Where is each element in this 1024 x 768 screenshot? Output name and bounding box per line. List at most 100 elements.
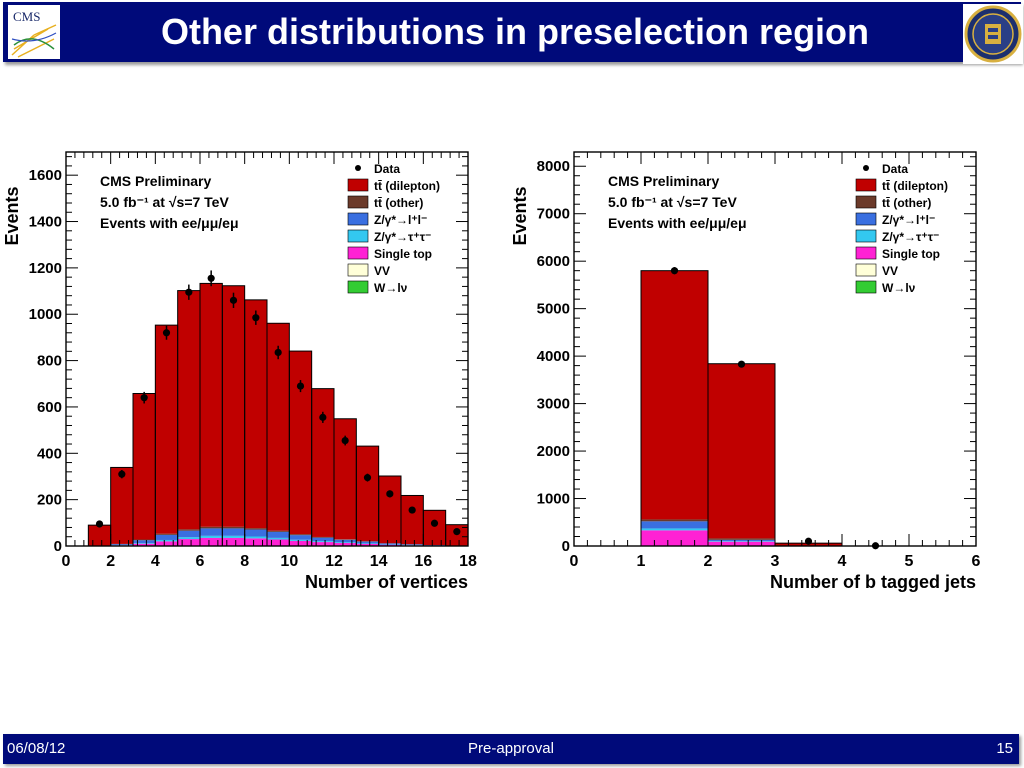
x-tick-label: 12: [325, 553, 343, 570]
bar-segment: [708, 363, 775, 539]
x-tick-label: 10: [280, 553, 298, 570]
bar-segment: [708, 541, 775, 546]
bar-segment: [267, 537, 290, 540]
bar-segment: [244, 528, 267, 530]
legend-swatch: [855, 229, 877, 243]
data-point: [341, 436, 349, 445]
bar-segment: [133, 393, 156, 540]
bar-segment: [641, 521, 708, 529]
bar-segment: [311, 388, 334, 537]
bar-segment: [267, 323, 290, 531]
data-point: [95, 520, 104, 528]
legend-label: tt̄ (other): [374, 196, 423, 210]
bar-segment: [244, 299, 267, 529]
bar-segment: [177, 290, 200, 530]
x-tick-label: 6: [196, 553, 205, 570]
legend-swatch: [347, 178, 369, 192]
bar-segment: [334, 542, 357, 546]
bar-segment: [244, 538, 267, 546]
series-z-l-l-: [110, 528, 468, 546]
bar-segment: [222, 535, 245, 538]
bar-segment: [708, 539, 775, 542]
data-point: [162, 329, 171, 337]
data-point: [670, 267, 679, 275]
bar-segment: [334, 418, 357, 540]
data-point: [118, 470, 126, 478]
legend-label: Z/γ*→τ⁺τ⁻: [882, 230, 939, 244]
bar-segment: [155, 534, 178, 540]
bar-segment: [200, 537, 223, 546]
bar-segment: [267, 539, 290, 546]
y-tick-label: 400: [37, 445, 62, 462]
x-tick-label: 16: [414, 553, 432, 570]
data-point: [252, 314, 260, 322]
y-tick-label: 3000: [537, 396, 570, 413]
data-point: [430, 519, 439, 527]
bar-segment: [334, 539, 357, 543]
bar-segment: [641, 519, 708, 522]
bar-segment: [177, 539, 200, 546]
legend-swatch: [347, 212, 369, 226]
legend-swatch: [855, 212, 877, 226]
y-tick-label: 0: [562, 538, 570, 555]
x-tick-label: 18: [459, 553, 477, 570]
data-point: [319, 413, 327, 421]
y-tick-label: 4000: [537, 348, 570, 365]
y-axis-label: Events: [510, 186, 530, 245]
slide-footer: 06/08/12 Pre-approval 15: [0, 734, 1024, 768]
legend-label: Data: [882, 162, 908, 176]
bar-segment: [641, 270, 708, 520]
footer-bar: 06/08/12 Pre-approval 15: [3, 734, 1019, 764]
bar-segment: [222, 285, 245, 527]
data-point: [408, 506, 416, 514]
legend-marker-data: [863, 165, 869, 171]
bar-segment: [641, 528, 708, 531]
y-tick-label: 6000: [537, 253, 570, 270]
y-tick-label: 200: [37, 492, 62, 509]
series-z-: [641, 528, 775, 542]
bar-segment: [289, 351, 312, 535]
legend-swatch: [855, 246, 877, 260]
bar-segment: [133, 543, 156, 546]
bar-segment: [222, 526, 245, 529]
bar-segment: [401, 544, 424, 546]
bar-segment: [311, 542, 334, 546]
x-tick-label: 5: [905, 553, 914, 570]
bar-segment: [200, 526, 223, 529]
x-tick-label: 1: [637, 553, 646, 570]
bar-segment: [334, 542, 357, 543]
series-z-: [110, 535, 424, 546]
data-point: [804, 537, 813, 545]
legend-label: Z/γ*→l⁺l⁻: [374, 213, 427, 227]
legend-label: VV: [882, 264, 898, 278]
y-tick-label: 800: [37, 353, 62, 370]
footer-date: 06/08/12: [7, 740, 66, 757]
legend-swatch: [855, 263, 877, 277]
annotation-line: CMS Preliminary: [608, 173, 719, 189]
x-tick-label: 4: [838, 553, 847, 570]
annotation-line: CMS Preliminary: [100, 173, 211, 189]
y-tick-label: 8000: [537, 158, 570, 175]
page-number: 15: [996, 740, 1013, 757]
x-axis-label: Number of vertices: [305, 572, 468, 592]
data-point: [737, 360, 746, 368]
legend-label: W→lν: [882, 281, 916, 295]
legend-swatch: [347, 263, 369, 277]
legend-swatch: [347, 280, 369, 294]
bar-segment: [641, 530, 708, 546]
x-tick-label: 0: [62, 553, 71, 570]
footer-title: Pre-approval: [468, 740, 554, 757]
bar-segment: [200, 535, 223, 538]
bar-segment: [423, 510, 446, 546]
cms-logo: CMS: [8, 5, 60, 59]
bar-segment: [289, 539, 312, 541]
x-tick-label: 8: [240, 553, 249, 570]
bar-segment: [155, 325, 178, 534]
legend-label: Single top: [882, 247, 940, 261]
annotation-line: Events with ee/μμ/eμ: [100, 215, 239, 231]
bar-segment: [708, 538, 775, 540]
annotation-line: 5.0 fb⁻¹ at √s=7 TeV: [100, 194, 229, 210]
bar-segment: [110, 544, 133, 546]
bar-segment: [311, 537, 334, 542]
data-point: [207, 274, 215, 282]
